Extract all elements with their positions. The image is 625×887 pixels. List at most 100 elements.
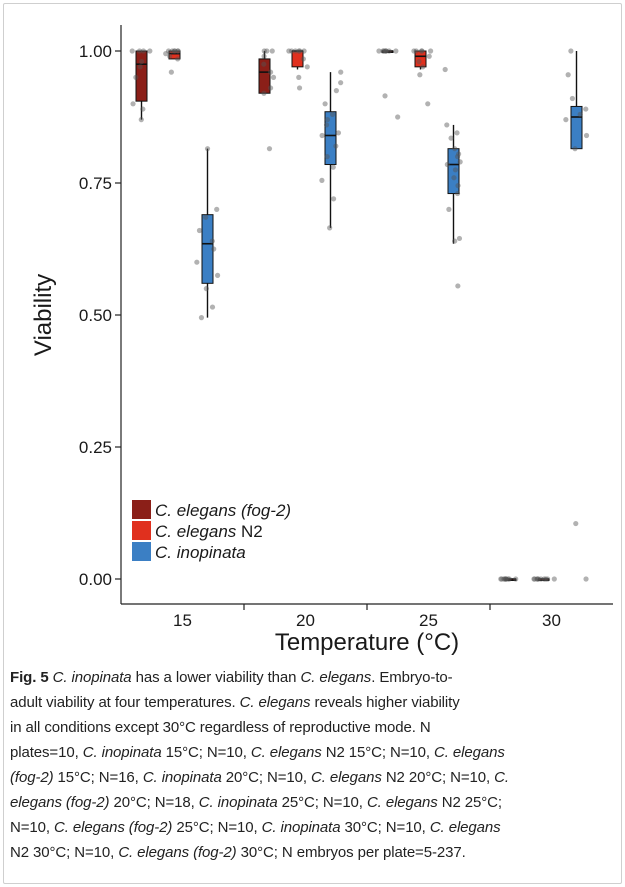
- box-1-20: [291, 50, 304, 70]
- data-point: [261, 48, 267, 54]
- data-point: [419, 48, 425, 54]
- data-point: [261, 90, 267, 96]
- data-point: [446, 206, 452, 212]
- data-point: [137, 64, 143, 70]
- box-0-25: [381, 50, 394, 53]
- y-tick-label: 0.25: [79, 438, 112, 457]
- data-point: [573, 520, 579, 527]
- data-point: [296, 48, 302, 54]
- data-point: [426, 53, 432, 59]
- data-point: [452, 146, 458, 152]
- data-point: [267, 85, 274, 91]
- data-point: [455, 283, 461, 289]
- data-point: [324, 117, 331, 123]
- data-point: [531, 576, 537, 582]
- box-2-20: [324, 72, 337, 228]
- box-1-25: [414, 50, 427, 70]
- data-point: [211, 246, 217, 252]
- legend-label: C. inopinata: [155, 543, 246, 562]
- data-point: [506, 576, 512, 582]
- data-point: [444, 161, 450, 168]
- data-point: [330, 196, 337, 202]
- data-point: [196, 227, 203, 234]
- data-point: [140, 106, 146, 112]
- data-point: [502, 576, 508, 582]
- y-tick-label: 0.50: [79, 306, 112, 325]
- data-point: [296, 74, 302, 80]
- box: [570, 105, 583, 150]
- box-2-15: [201, 148, 214, 318]
- box-1-30: [537, 578, 550, 581]
- data-point: [428, 48, 434, 54]
- box-0-20: [258, 51, 271, 94]
- box-0-30: [504, 578, 517, 581]
- figure-caption: Fig. 5 C. inopinata has a lower viabilit…: [10, 669, 509, 861]
- data-point: [455, 183, 461, 189]
- data-point: [172, 48, 178, 54]
- box: [258, 58, 271, 94]
- data-point: [319, 177, 325, 183]
- data-point: [420, 64, 426, 70]
- x-ticks: 15 20 25 30: [173, 604, 561, 630]
- legend-swatch: [132, 521, 151, 540]
- data-point: [457, 159, 463, 165]
- data-point: [534, 576, 540, 582]
- figure-frame: [3, 3, 622, 884]
- data-point: [289, 48, 295, 54]
- data-point: [330, 164, 336, 170]
- data-point: [499, 576, 505, 582]
- data-point: [322, 101, 328, 107]
- data-point: [319, 132, 325, 139]
- data-point: [175, 48, 181, 54]
- x-axis-label: Temperature (°C): [275, 629, 459, 656]
- legend-label: C. elegans N2: [155, 522, 263, 541]
- legend-label: C. elegans (fog-2): [155, 501, 291, 520]
- box: [201, 214, 214, 284]
- data-point: [270, 74, 277, 80]
- data-point: [165, 48, 172, 54]
- data-point: [534, 576, 541, 582]
- data-point: [563, 117, 569, 123]
- data-point: [214, 206, 220, 212]
- legend-swatch: [132, 542, 151, 561]
- x-tick-label: 25: [419, 611, 438, 630]
- y-axis-label: Viability: [30, 274, 57, 356]
- data-point: [577, 111, 583, 117]
- data-point: [568, 48, 574, 54]
- data-point: [168, 69, 174, 75]
- data-point: [454, 130, 460, 136]
- data-point: [498, 576, 504, 582]
- data-point: [448, 135, 454, 141]
- data-point: [572, 146, 578, 152]
- data-point: [301, 48, 307, 54]
- box-1-15: [168, 50, 181, 60]
- data-point: [140, 48, 147, 54]
- data-point: [175, 56, 181, 62]
- y-ticks: 0.00 0.25 0.50 0.75 1.00: [79, 42, 121, 589]
- x-tick-label: 30: [542, 611, 561, 630]
- data-point: [214, 272, 221, 278]
- data-point: [425, 101, 431, 107]
- data-point: [296, 85, 303, 91]
- data-point: [338, 80, 344, 86]
- box: [135, 50, 148, 102]
- data-point: [583, 576, 589, 582]
- box: [324, 111, 337, 166]
- box: [168, 50, 181, 60]
- data-point: [411, 48, 417, 54]
- data-point: [133, 74, 139, 80]
- data-point: [376, 48, 382, 54]
- data-point: [393, 48, 399, 54]
- data-point: [381, 48, 387, 54]
- box-0-15: [135, 50, 148, 120]
- data-point: [209, 238, 215, 244]
- box: [414, 50, 427, 68]
- data-point: [383, 48, 389, 54]
- data-point: [203, 214, 209, 220]
- data-point: [513, 576, 519, 582]
- data-point: [452, 238, 458, 244]
- data-point: [456, 151, 462, 157]
- data-point: [382, 48, 388, 54]
- data-point: [292, 48, 299, 54]
- data-point: [541, 576, 547, 582]
